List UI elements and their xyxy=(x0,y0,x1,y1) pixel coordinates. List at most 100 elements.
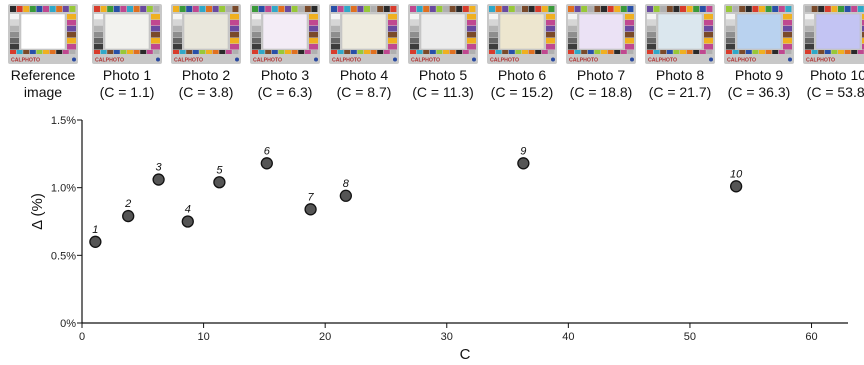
scatter-chart: 0 10 20 30 40 50 60 0% 0.5% 1.0% 1.5% C Δ (%) 1 2 3 4 5 6 7… xyxy=(29,115,848,363)
data-point-label: 2 xyxy=(124,198,131,210)
thumbnail-caption: Photo 4 (C = 8.7) xyxy=(319,67,409,101)
thumbnail-caption-line2: (C = 3.8) xyxy=(178,84,234,100)
x-tick-label: 40 xyxy=(562,331,574,343)
thumbnail-caption: Photo 6 (C = 15.2) xyxy=(477,67,567,101)
thumbnail-6: CALPHOTO Photo 6 (C = 15.2) xyxy=(487,4,557,101)
calibration-target-image: CALPHOTO xyxy=(408,4,478,64)
data-point-label: 8 xyxy=(343,178,350,190)
calibration-target-image: CALPHOTO xyxy=(724,4,794,64)
data-point-label: 3 xyxy=(156,162,163,174)
y-tick-label: 0% xyxy=(60,318,76,330)
calibration-target-image: CALPHOTO xyxy=(487,4,557,64)
y-axis-title: Δ (%) xyxy=(29,193,46,230)
svg-text:CALPHOTO: CALPHOTO xyxy=(569,58,598,64)
thumbnail-9: CALPHOTO Photo 9 (C = 36.3) xyxy=(724,4,794,101)
thumbnail-caption-line2: (C = 18.8) xyxy=(569,84,633,100)
calibration-target-image: CALPHOTO xyxy=(250,4,320,64)
svg-text:CALPHOTO: CALPHOTO xyxy=(332,58,361,64)
data-point xyxy=(152,173,165,186)
svg-text:CALPHOTO: CALPHOTO xyxy=(727,58,756,64)
data-point xyxy=(89,235,102,248)
svg-text:CALPHOTO: CALPHOTO xyxy=(174,58,203,64)
thumbnail-caption-line1: Photo 3 xyxy=(260,67,310,83)
data-point-label: 1 xyxy=(92,224,98,236)
thumbnail-caption-line1: Photo 10 xyxy=(809,67,864,83)
thumbnail-caption-line1: Photo 8 xyxy=(655,67,705,83)
thumbnail-5: CALPHOTO Photo 5 (C = 11.3) xyxy=(408,4,478,101)
svg-text:CALPHOTO: CALPHOTO xyxy=(253,58,282,64)
x-tick-label: 60 xyxy=(805,331,817,343)
thumbnail-caption: Photo 7 (C = 18.8) xyxy=(556,67,646,101)
thumbnail-caption: Photo 10 (C = 53.8) xyxy=(793,67,864,101)
data-point-label: 9 xyxy=(520,145,526,157)
y-tick-label: 1.5% xyxy=(51,115,76,127)
thumbnail-caption-line2: (C = 15.2) xyxy=(490,84,554,100)
thumbnail-caption-line2: (C = 11.3) xyxy=(412,84,474,100)
data-point-label: 6 xyxy=(264,145,271,157)
thumbnail-caption: Photo 9 (C = 36.3) xyxy=(714,67,804,101)
thumbnail-2: CALPHOTO Photo 2 (C = 3.8) xyxy=(171,4,241,101)
x-tick-label: 10 xyxy=(197,331,209,343)
thumbnail-caption: Photo 2 (C = 3.8) xyxy=(161,67,251,101)
thumbnail-10: CALPHOTO Photo 10 (C = 53.8) xyxy=(803,4,864,101)
data-point xyxy=(729,180,743,193)
data-point-label: 7 xyxy=(308,191,315,203)
thumbnail-caption: Photo 5 (C = 11.3) xyxy=(398,67,488,101)
svg-text:CALPHOTO: CALPHOTO xyxy=(11,58,40,64)
x-tick-label: 50 xyxy=(684,331,696,343)
data-point xyxy=(260,157,273,170)
thumbnail-8: CALPHOTO Photo 8 (C = 21.7) xyxy=(645,4,715,101)
thumbnail-caption-line2: (C = 8.7) xyxy=(336,84,392,100)
thumbnail-caption-line2: (C = 1.1) xyxy=(99,84,155,100)
svg-text:CALPHOTO: CALPHOTO xyxy=(95,58,124,64)
x-tick-label: 30 xyxy=(441,331,453,343)
x-tick-label: 0 xyxy=(79,331,85,343)
data-point xyxy=(181,215,194,228)
thumbnail-0: CALPHOTO Reference image xyxy=(8,4,78,101)
thumbnail-caption: Photo 3 (C = 6.3) xyxy=(240,67,330,101)
thumbnail-7: CALPHOTO Photo 7 (C = 18.8) xyxy=(566,4,636,101)
thumbnail-caption-line1: Photo 7 xyxy=(576,67,626,83)
thumbnail-strip: CALPHOTO Reference image CALPHOTO Photo 1 (C … xyxy=(0,0,864,100)
thumbnail-caption-line2: (C = 53.8) xyxy=(806,84,864,100)
x-tick-label: 20 xyxy=(319,331,331,343)
data-point xyxy=(339,189,352,202)
calibration-target-image: CALPHOTO xyxy=(8,4,78,64)
svg-text:CALPHOTO: CALPHOTO xyxy=(490,58,519,64)
thumbnail-caption: Reference image xyxy=(0,67,88,101)
thumbnail-caption-line1: Photo 1 xyxy=(102,67,152,83)
thumbnail-3: CALPHOTO Photo 3 (C = 6.3) xyxy=(250,4,320,101)
thumbnail-caption-line1: Reference xyxy=(10,67,76,83)
data-point xyxy=(213,176,226,189)
calibration-target-image: CALPHOTO xyxy=(566,4,636,64)
calibration-target-image: CALPHOTO xyxy=(92,4,162,64)
thumbnail-caption-line1: Photo 2 xyxy=(181,67,231,83)
data-point xyxy=(122,209,135,223)
data-point xyxy=(517,157,530,170)
calibration-target-image: CALPHOTO xyxy=(645,4,715,64)
calibration-target-image: CALPHOTO xyxy=(171,4,241,64)
svg-text:CALPHOTO: CALPHOTO xyxy=(806,58,835,64)
thumbnail-caption-line2: (C = 21.7) xyxy=(648,84,712,100)
data-point-label: 10 xyxy=(730,168,743,180)
data-point-label: 4 xyxy=(185,204,191,216)
thumbnail-caption: Photo 1 (C = 1.1) xyxy=(82,67,172,101)
thumbnail-4: CALPHOTO Photo 4 (C = 8.7) xyxy=(329,4,399,101)
thumbnail-1: CALPHOTO Photo 1 (C = 1.1) xyxy=(92,4,162,101)
thumbnail-caption-line2: image xyxy=(23,84,63,100)
thumbnail-caption-line1: Photo 6 xyxy=(497,67,547,83)
y-tick-label: 1.0% xyxy=(51,183,76,195)
thumbnail-caption-line1: Photo 9 xyxy=(734,67,784,83)
thumbnail-caption: Photo 8 (C = 21.7) xyxy=(635,67,725,101)
calibration-target-image: CALPHOTO xyxy=(329,4,399,64)
thumbnail-caption-line1: Photo 5 xyxy=(418,67,468,83)
thumbnail-caption-line1: Photo 4 xyxy=(339,67,389,83)
x-axis-title: C xyxy=(460,346,471,363)
data-point xyxy=(304,203,317,216)
y-tick-label: 0.5% xyxy=(51,250,76,262)
thumbnail-caption-line2: (C = 6.3) xyxy=(257,84,313,100)
svg-text:CALPHOTO: CALPHOTO xyxy=(648,58,677,64)
svg-text:CALPHOTO: CALPHOTO xyxy=(411,58,440,64)
data-point-label: 5 xyxy=(216,164,223,176)
thumbnail-caption-line2: (C = 36.3) xyxy=(727,84,791,100)
